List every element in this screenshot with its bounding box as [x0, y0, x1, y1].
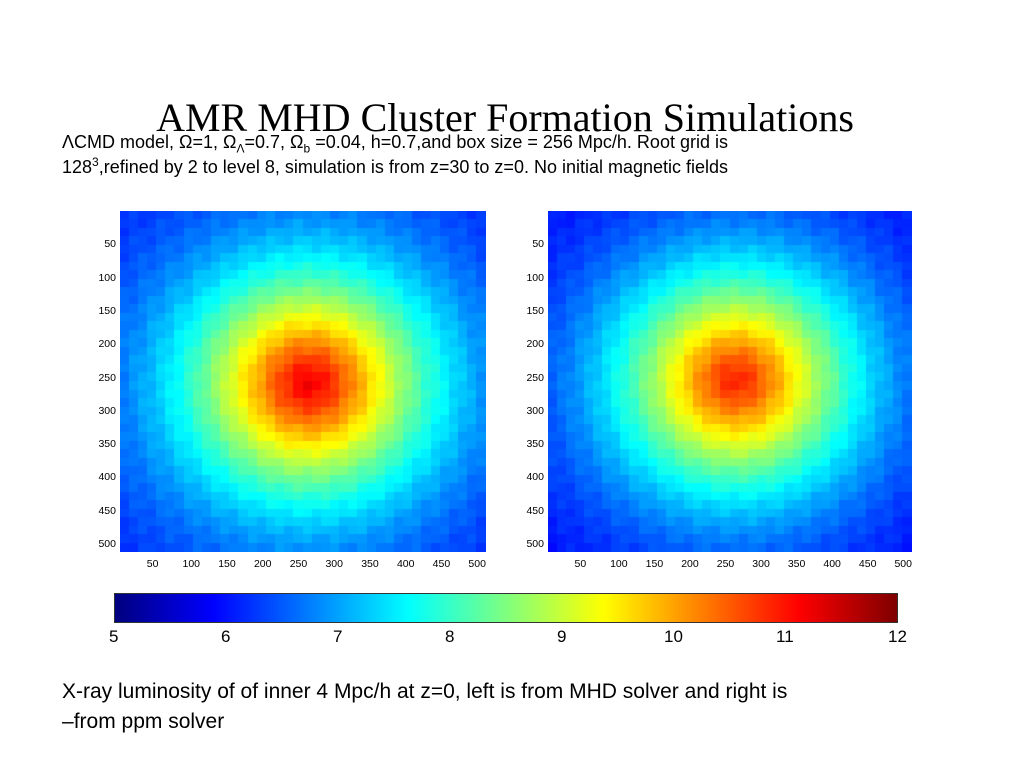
heatmap-mhd-canvas — [120, 211, 486, 552]
colorbar — [114, 593, 898, 623]
y-tick-label-left-200: 200 — [98, 338, 116, 351]
y-tick-label-right-100: 100 — [526, 271, 544, 284]
x-tick-label-left-400: 400 — [396, 558, 415, 570]
grid-exponent: 3 — [92, 155, 99, 169]
x-tick-label-left-450: 450 — [432, 558, 451, 570]
x-tick-label-right-400: 400 — [823, 558, 841, 570]
x-tick-label-left-300: 300 — [325, 558, 343, 570]
x-tick-label-right-200: 200 — [681, 558, 699, 570]
x-tick-label-right-100: 100 — [610, 558, 628, 570]
caption-line-2: –from ppm solver — [62, 708, 224, 736]
heatmap-ppm-canvas — [548, 211, 912, 552]
y-tick-label-right-350: 350 — [526, 438, 544, 451]
subscript-lambda: Λ — [236, 141, 245, 156]
y-tick-label-right-200: 200 — [526, 338, 544, 351]
x-tick-label-right-300: 300 — [752, 558, 770, 570]
x-tick-label-right-150: 150 — [645, 558, 664, 570]
subscript-b: b — [303, 141, 311, 156]
y-tick-label-left-350: 350 — [98, 438, 116, 451]
colorbar-tick-label-7: 7 — [333, 627, 343, 646]
subtitle-line-1: ΛCMD model, Ω=1, ΩΛ=0.7, Ωb =0.04, h=0.7… — [62, 131, 728, 156]
subtitle-omega-text: =0.7, Ω — [244, 132, 304, 152]
colorbar-tick-label-5: 5 — [109, 627, 119, 646]
y-tick-label-right-50: 50 — [532, 238, 544, 251]
y-tick-label-right-300: 300 — [526, 404, 544, 417]
colorbar-tick-label-12: 12 — [888, 627, 907, 646]
x-tick-label-right-50: 50 — [574, 558, 587, 570]
y-tick-label-left-50: 50 — [104, 238, 116, 251]
y-tick-label-right-400: 400 — [526, 471, 544, 484]
y-tick-label-left-500: 500 — [98, 538, 116, 550]
y-tick-label-left-450: 450 — [98, 504, 116, 517]
heatmap-mhd — [120, 211, 486, 552]
subtitle-model-text: CMD model, Ω=1, Ω — [74, 132, 237, 152]
subtitle-rest-text: =0.04, h=0.7,and box size = 256 Mpc/h. R… — [310, 132, 728, 152]
x-tick-label-left-200: 200 — [253, 558, 272, 570]
lambda-symbol: Λ — [62, 132, 75, 152]
colorbar-canvas — [115, 594, 897, 622]
y-tick-label-right-450: 450 — [526, 504, 544, 517]
x-tick-label-left-500: 500 — [468, 558, 486, 570]
subtitle-line-2: 1283,refined by 2 to level 8, simulation… — [62, 156, 728, 178]
colorbar-tick-label-11: 11 — [776, 627, 794, 646]
heatmap-ppm — [548, 211, 912, 552]
y-tick-label-left-100: 100 — [98, 271, 116, 284]
caption-line-2-text: from ppm solver — [73, 710, 225, 733]
x-tick-label-left-250: 250 — [289, 558, 308, 570]
x-tick-label-right-500: 500 — [894, 558, 912, 570]
y-tick-label-right-250: 250 — [526, 371, 544, 384]
colorbar-tick-label-10: 10 — [664, 627, 683, 646]
subtitle-line-2-text: ,refined by 2 to level 8, simulation is … — [98, 157, 729, 177]
y-tick-label-left-250: 250 — [98, 371, 116, 384]
caption-bullet: – — [62, 710, 74, 733]
caption-line-1: X-ray luminosity of of inner 4 Mpc/h at … — [62, 680, 788, 703]
x-tick-label-right-450: 450 — [858, 558, 877, 570]
x-tick-label-right-350: 350 — [787, 558, 806, 570]
y-tick-label-right-150: 150 — [526, 304, 544, 317]
grid-base: 128 — [62, 157, 93, 177]
x-tick-label-right-250: 250 — [716, 558, 735, 570]
x-tick-label-left-150: 150 — [218, 558, 236, 570]
y-tick-label-left-300: 300 — [98, 404, 116, 417]
colorbar-tick-label-8: 8 — [445, 627, 455, 646]
y-tick-label-left-400: 400 — [98, 471, 116, 484]
x-tick-label-left-350: 350 — [361, 558, 379, 570]
y-tick-label-left-150: 150 — [98, 304, 116, 317]
x-tick-label-left-100: 100 — [182, 558, 201, 570]
colorbar-tick-label-9: 9 — [557, 627, 567, 646]
slide-title: AMR MHD Cluster Formation Simulations — [156, 95, 854, 140]
colorbar-tick-label-6: 6 — [221, 627, 231, 646]
y-tick-label-right-500: 500 — [526, 538, 544, 550]
x-tick-label-left-50: 50 — [146, 558, 159, 570]
